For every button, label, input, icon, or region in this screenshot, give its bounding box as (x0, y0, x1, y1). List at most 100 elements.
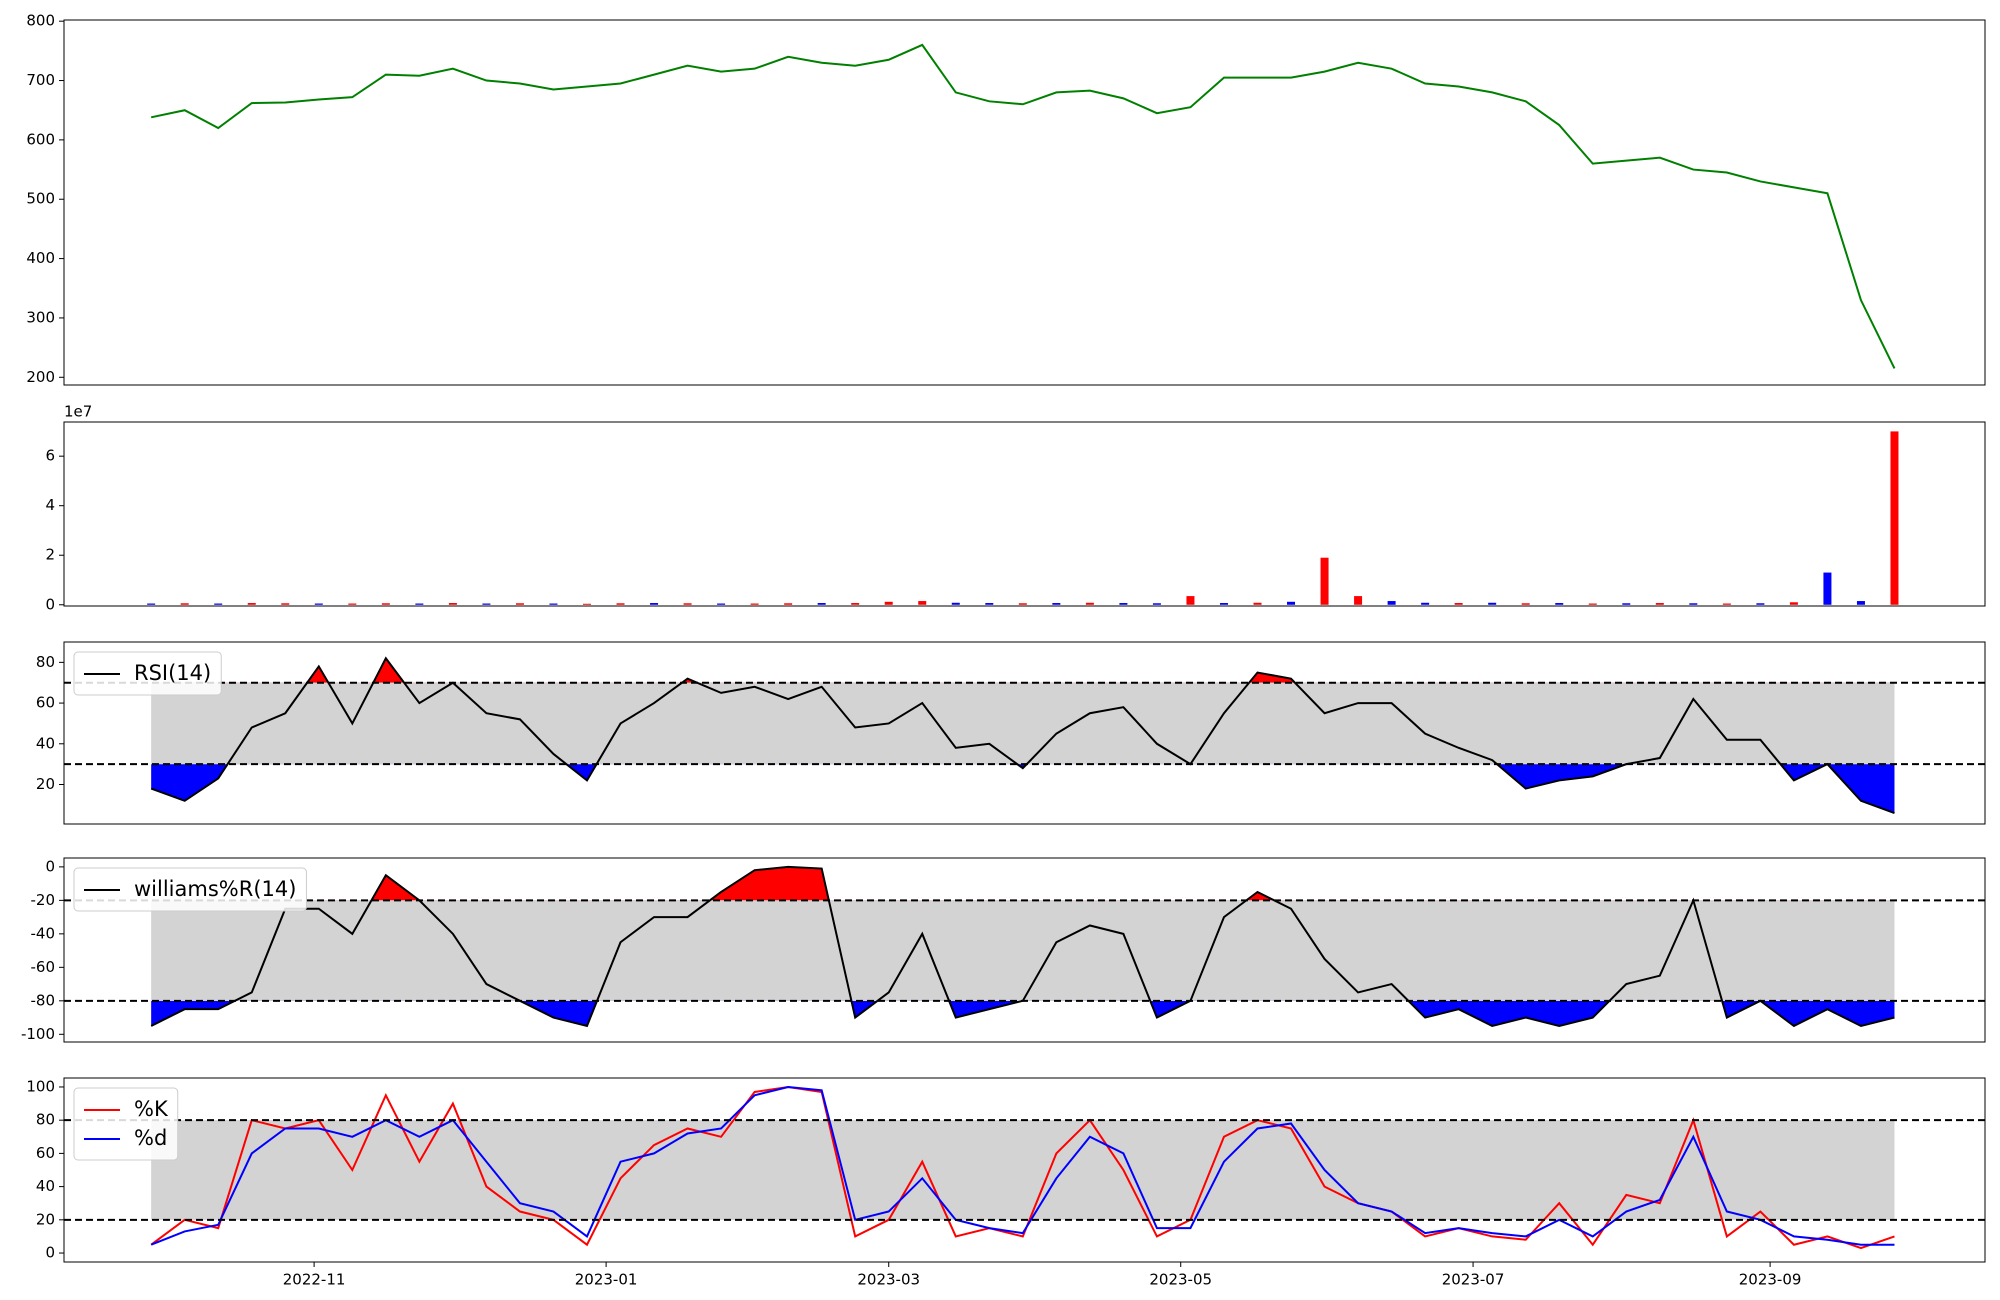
y-tick-label: -60 (31, 958, 56, 976)
x-tick-label: 2023-07 (1442, 1271, 1505, 1289)
bar (1387, 601, 1396, 605)
y-tick-label: 600 (26, 130, 55, 148)
y-tick-label: 40 (36, 734, 55, 752)
bar (1588, 603, 1597, 605)
threshold-fill (371, 866, 1275, 901)
threshold-fill (151, 658, 1895, 683)
bar (314, 603, 323, 605)
y-tick-label: 0 (45, 857, 55, 875)
y-tick-label: 2 (45, 546, 55, 564)
y-tick-label: 300 (26, 308, 55, 326)
y-tick-label: 800 (26, 12, 55, 30)
bar (1152, 603, 1161, 605)
offset-text: 1e7 (64, 403, 92, 421)
x-tick-label: 2023-01 (575, 1271, 638, 1289)
series-line (150, 43, 1896, 369)
bar (147, 603, 156, 605)
plot-frame (63, 857, 1986, 1043)
bar (1052, 603, 1061, 605)
bar (549, 603, 558, 605)
bar (1823, 572, 1832, 605)
legend-label: RSI(14) (134, 661, 211, 685)
y-tick-label: 0 (45, 595, 55, 613)
y-tick-label: 80 (36, 1111, 55, 1129)
legend-label: %d (134, 1126, 167, 1150)
bar (1421, 602, 1430, 605)
y-tick-label: 400 (26, 249, 55, 267)
legend: williams%R(14) (73, 867, 307, 912)
x-tick-label: 2022-11 (283, 1271, 346, 1289)
x-tick-label: 2023-09 (1739, 1271, 1802, 1289)
x-tick-label: 2023-05 (1149, 1271, 1212, 1289)
y-tick-label: 0 (45, 1244, 55, 1262)
series-line (150, 656, 1895, 814)
legend-label: %K (134, 1097, 169, 1121)
bar (985, 603, 994, 605)
y-tick-label: -40 (31, 924, 56, 942)
y-tick-label: 20 (36, 1210, 55, 1228)
bar (415, 603, 424, 605)
plot-frame (63, 19, 1986, 386)
bar (784, 603, 793, 605)
plot-frame (63, 421, 1986, 607)
bar (180, 603, 189, 605)
legend-label: williams%R(14) (134, 877, 296, 901)
y-tick-label: 60 (36, 694, 55, 712)
y-tick-label: 60 (36, 1144, 55, 1162)
bar (1521, 603, 1530, 605)
bar (1622, 603, 1631, 605)
y-tick-label: 4 (45, 496, 55, 514)
bar (884, 601, 893, 605)
bar (650, 603, 659, 605)
y-tick-label: 500 (26, 190, 55, 208)
bar (1320, 557, 1329, 605)
bar (1856, 601, 1865, 605)
bar (717, 603, 726, 605)
bar (1287, 601, 1296, 605)
bar (1085, 602, 1094, 605)
y-tick-label: -80 (31, 991, 56, 1009)
bar (1186, 596, 1195, 605)
bar (1018, 603, 1027, 605)
y-tick-label: -100 (21, 1025, 55, 1043)
bar (750, 603, 759, 605)
bar (1555, 603, 1564, 605)
y-tick-label: 700 (26, 71, 55, 89)
bar (348, 603, 357, 605)
legend: RSI(14) (73, 651, 222, 696)
bar (448, 603, 457, 605)
legend-box (73, 867, 307, 912)
bar (1219, 603, 1228, 605)
bar (1756, 603, 1765, 605)
bar (1253, 602, 1262, 605)
bar (817, 603, 826, 605)
bar (381, 603, 390, 605)
bar (247, 603, 256, 605)
legend-box (73, 651, 222, 696)
legend-box (73, 1087, 179, 1161)
bar (1119, 603, 1128, 605)
y-tick-label: 6 (45, 447, 55, 465)
bar (281, 603, 290, 605)
bar (482, 603, 491, 605)
bar (1689, 603, 1698, 605)
y-tick-label: 80 (36, 653, 55, 671)
bar (1789, 602, 1798, 605)
x-tick-label: 2023-03 (857, 1271, 920, 1289)
threshold-fill (151, 764, 1895, 814)
band (151, 682, 1895, 765)
bar (1890, 431, 1899, 605)
plot-frame (63, 641, 1986, 825)
y-tick-label: 20 (36, 775, 55, 793)
y-tick-label: -20 (31, 891, 56, 909)
bar (1354, 596, 1363, 605)
y-tick-label: 40 (36, 1177, 55, 1195)
bar (515, 603, 524, 605)
bar (683, 603, 692, 605)
bar (1488, 602, 1497, 605)
band (151, 900, 1895, 1001)
bar (851, 603, 860, 605)
bar (1454, 603, 1463, 605)
legend: %K %d (73, 1087, 179, 1161)
